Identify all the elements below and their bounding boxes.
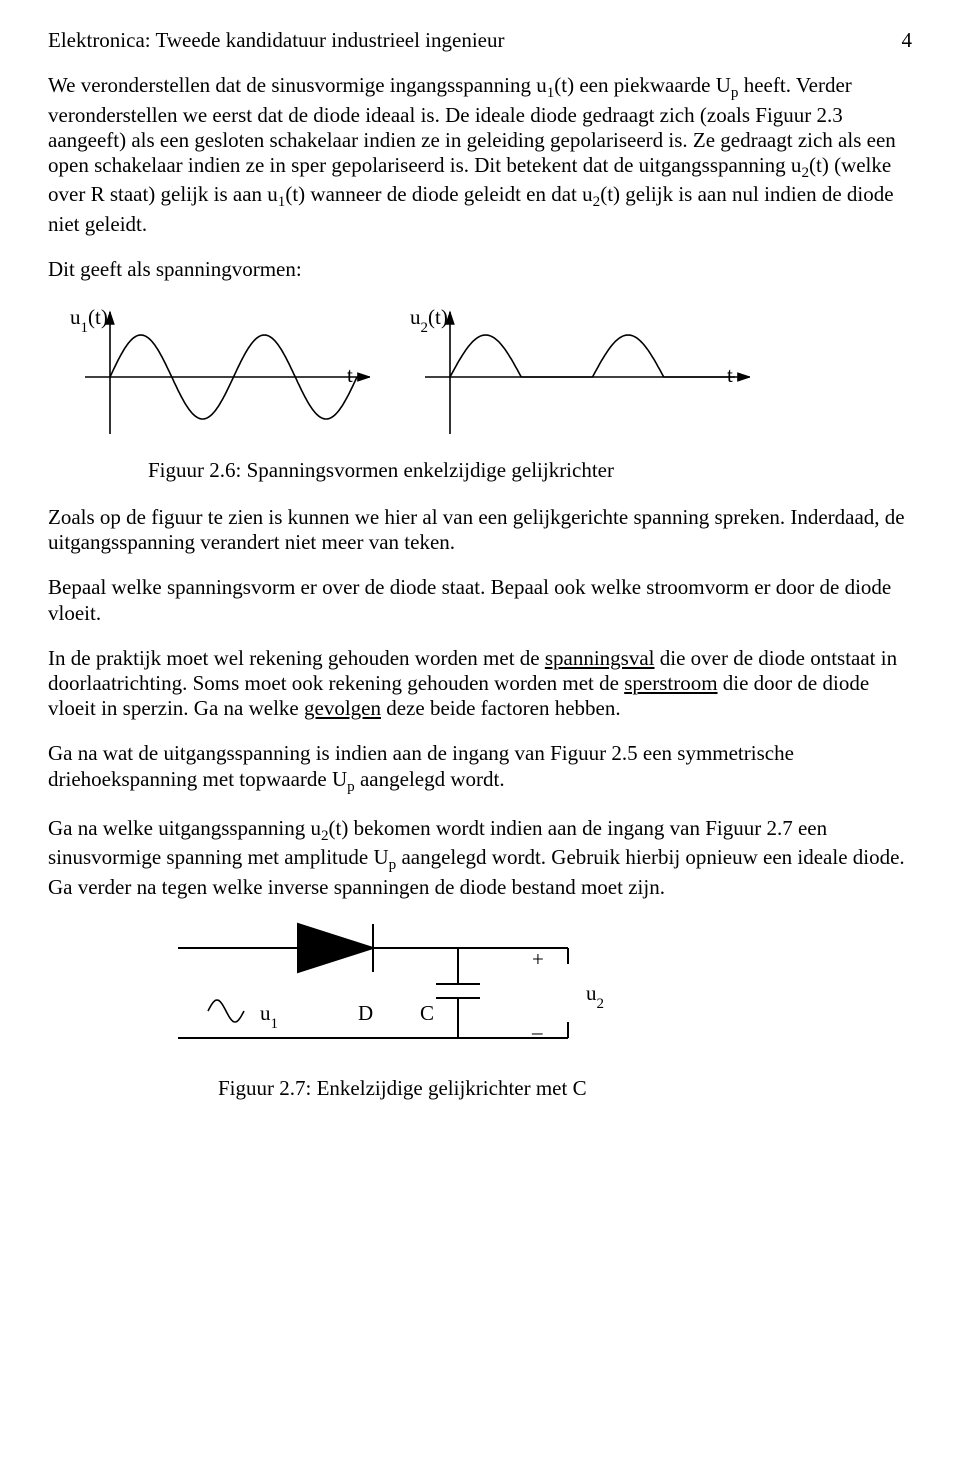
svg-text:t: t [347,363,353,387]
header-title: Elektronica: Tweede kandidatuur industri… [48,28,504,53]
figure-2-7: u1 D Cu2 + _ [148,920,912,1070]
svg-text:C: C [420,1001,434,1025]
text: Ga na welke uitgangsspanning u [48,816,321,840]
page-number: 4 [902,28,913,53]
text: deze beide factoren hebben. [381,696,621,720]
svg-text:+: + [532,947,544,971]
waveform-u2: u2(t) t [410,302,750,452]
svg-text:D: D [358,1001,373,1025]
svg-text:u1: u1 [260,1001,278,1032]
page-header: Elektronica: Tweede kandidatuur industri… [48,28,912,53]
figure-2-6-caption: Figuur 2.6: Spanningsvormen enkelzijdige… [148,458,912,483]
text: In de praktijk moet wel rekening gehoude… [48,646,545,670]
text: aangelegd wordt. [355,767,505,791]
waveform-u1: u1(t) t [70,302,370,452]
underline: gevolgen [304,696,381,720]
text: (t) een piekwaarde U [554,73,731,97]
svg-text:_: _ [531,1013,543,1037]
svg-text:u2(t): u2(t) [410,305,448,336]
svg-text:u1(t): u1(t) [70,305,108,336]
paragraph-4: Bepaal welke spanningsvorm er over de di… [48,575,912,625]
paragraph-1: We veronderstellen dat de sinusvormige i… [48,73,912,237]
paragraph-6: Ga na wat de uitgangsspanning is indien … [48,741,912,796]
subscript: p [347,779,355,795]
underline: sperstroom [624,671,717,695]
figure-2-7-caption: Figuur 2.7: Enkelzijdige gelijkrichter m… [218,1076,912,1101]
subscript: 2 [801,165,809,181]
svg-text:t: t [727,363,733,387]
figure-2-6: u1(t) t u2(t) t [70,302,912,452]
svg-text:u2: u2 [586,981,604,1012]
text: We veronderstellen dat de sinusvormige i… [48,73,547,97]
underline: spanningsval [545,646,655,670]
paragraph-3: Zoals op de figuur te zien is kunnen we … [48,505,912,555]
subscript: 2 [321,828,329,844]
paragraph-2: Dit geeft als spanningvormen: [48,257,912,282]
paragraph-7: Ga na welke uitgangsspanning u2(t) bekom… [48,816,912,900]
text: (t) wanneer de diode geleidt en dat u [285,182,592,206]
paragraph-5: In de praktijk moet wel rekening gehoude… [48,646,912,722]
